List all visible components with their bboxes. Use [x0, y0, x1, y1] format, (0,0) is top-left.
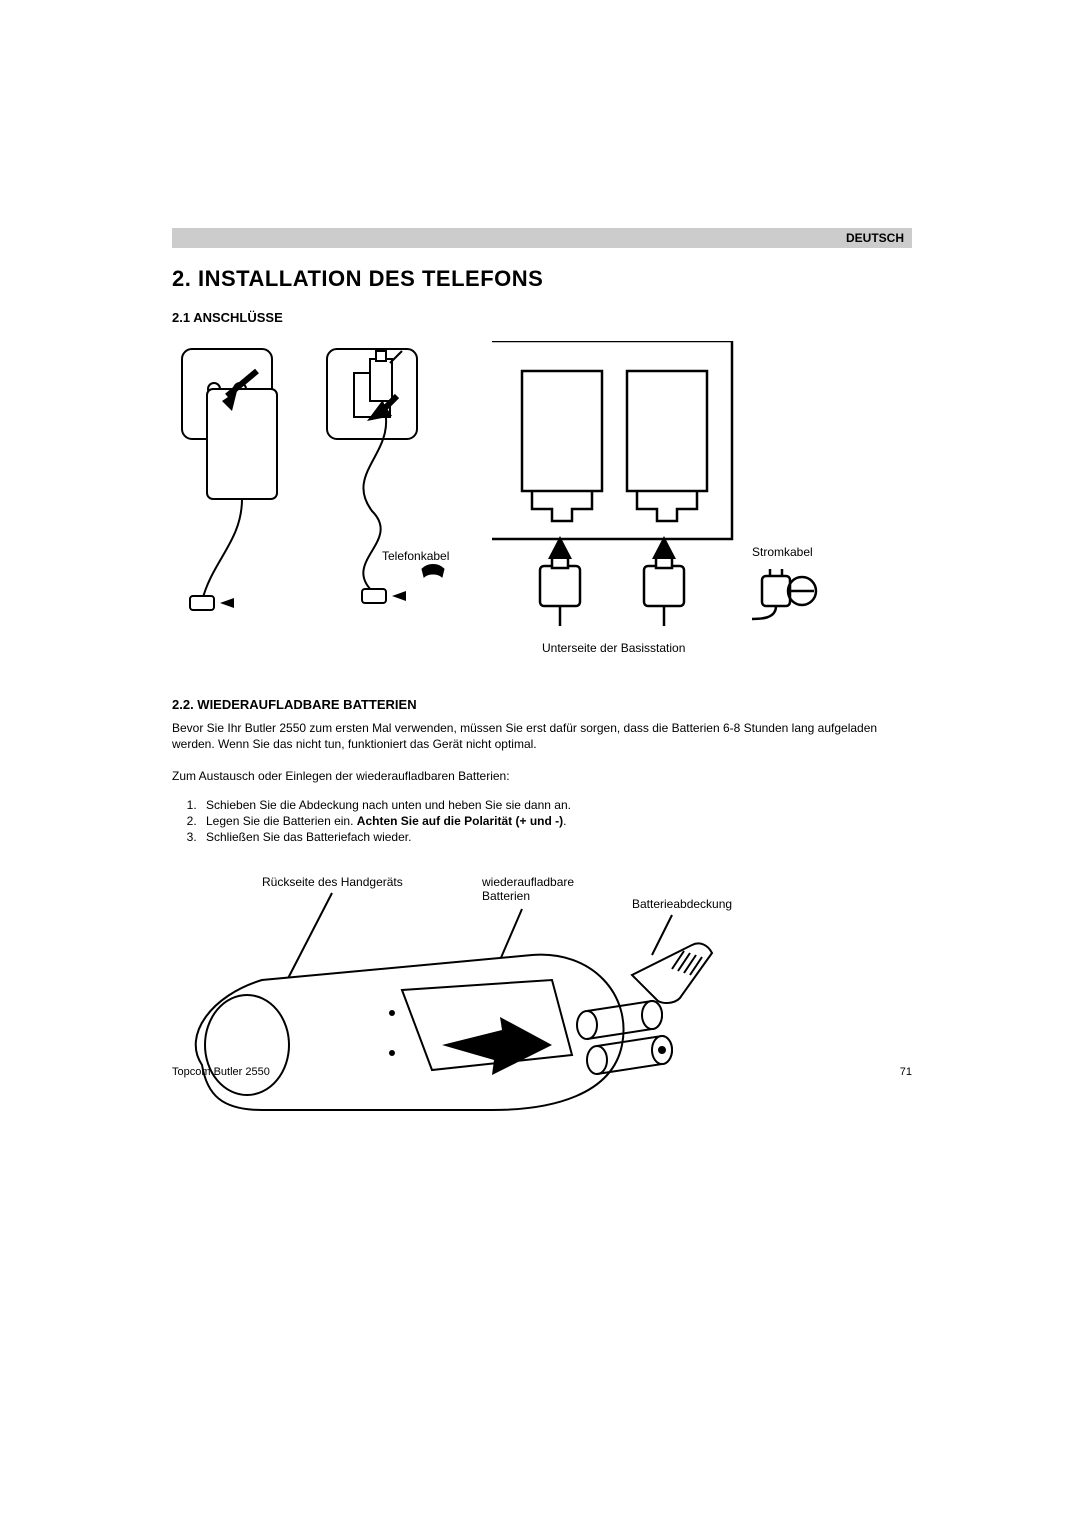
figure-batteries: Rückseite des Handgeräts wiederaufladbar… — [172, 875, 912, 1135]
language-bar: DEUTSCH — [172, 228, 912, 248]
step-1: Schieben Sie die Abdeckung nach unten un… — [200, 797, 912, 813]
section-title: 2. INSTALLATION DES TELEFONS — [172, 266, 912, 292]
step-2: Legen Sie die Batterien ein. Achten Sie … — [200, 813, 912, 829]
language-label: DEUTSCH — [846, 231, 904, 245]
step-2-a: Legen Sie die Batterien ein. — [206, 814, 357, 828]
label-telefonkabel: Telefonkabel — [382, 549, 449, 563]
label-stromkabel: Stromkabel — [752, 545, 813, 559]
battery-steps-list: Schieben Sie die Abdeckung nach unten un… — [200, 797, 912, 846]
subsection-1-title: 2.1 ANSCHLÜSSE — [172, 310, 912, 325]
paragraph-steps-intro: Zum Austausch oder Einlegen der wiederau… — [172, 768, 912, 784]
subsection-2-title: 2.2. WIEDERAUFLADBARE BATTERIEN — [172, 697, 912, 712]
figure-connections: Telefonkabel Stromkabel Unterseite der B… — [172, 341, 912, 661]
page-footer: Topcom Butler 2550 71 — [172, 1066, 912, 1078]
footer-product: Topcom Butler 2550 — [172, 1066, 270, 1078]
step-2-b: Achten Sie auf die Polarität (+ und -) — [357, 814, 563, 828]
label-base-underside: Unterseite der Basisstation — [542, 641, 685, 655]
step-3: Schließen Sie das Batteriefach wieder. — [200, 829, 912, 845]
step-2-c: . — [563, 814, 566, 828]
paragraph-charge: Bevor Sie Ihr Butler 2550 zum ersten Mal… — [172, 720, 912, 752]
footer-page-number: 71 — [900, 1066, 912, 1078]
